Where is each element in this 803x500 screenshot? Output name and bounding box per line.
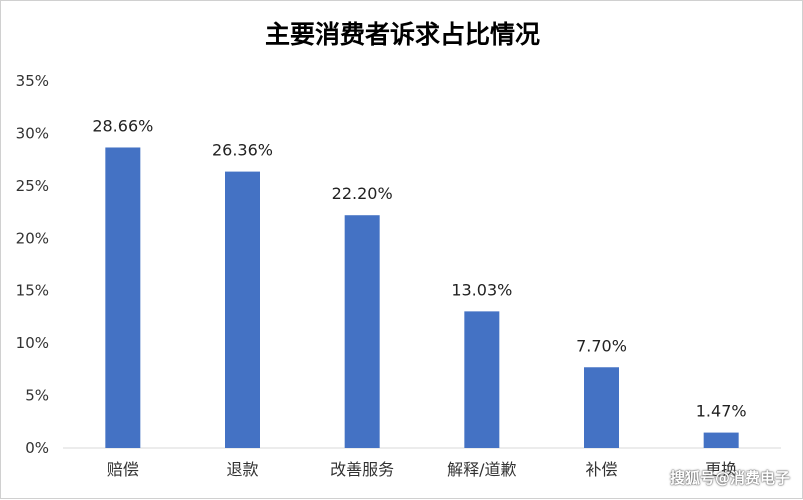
data-label: 28.66% (92, 116, 153, 135)
y-tick-label: 25% (16, 177, 49, 195)
y-tick-label: 30% (16, 124, 49, 142)
bar (344, 215, 380, 448)
bar (464, 311, 500, 448)
data-label: 7.70% (576, 336, 627, 355)
x-tick-label: 补偿 (585, 460, 617, 479)
x-tick-label: 改善服务 (330, 460, 394, 479)
x-tick-label: 更换 (705, 460, 737, 479)
y-tick-label: 10% (16, 334, 49, 352)
x-tick-label: 解释/道歉 (447, 460, 516, 479)
data-label: 26.36% (212, 141, 273, 160)
y-tick-label: 0% (25, 439, 49, 457)
bar (225, 171, 260, 449)
chart-title: 主要消费者诉求占比情况 (264, 20, 540, 49)
data-label: 1.47% (696, 402, 747, 421)
x-tick-label: 退款 (226, 460, 258, 479)
x-tick-label: 赔偿 (107, 460, 139, 479)
bar (584, 367, 619, 448)
bar (703, 432, 739, 448)
y-tick-label: 5% (25, 387, 49, 405)
data-label: 22.20% (332, 184, 393, 203)
y-tick-label: 35% (16, 72, 49, 90)
bar (105, 147, 141, 448)
watermark: 搜狐号@消费电子 (669, 469, 790, 487)
y-tick-label: 15% (16, 282, 49, 300)
y-tick-label: 20% (16, 229, 49, 247)
data-label: 13.03% (451, 280, 512, 299)
